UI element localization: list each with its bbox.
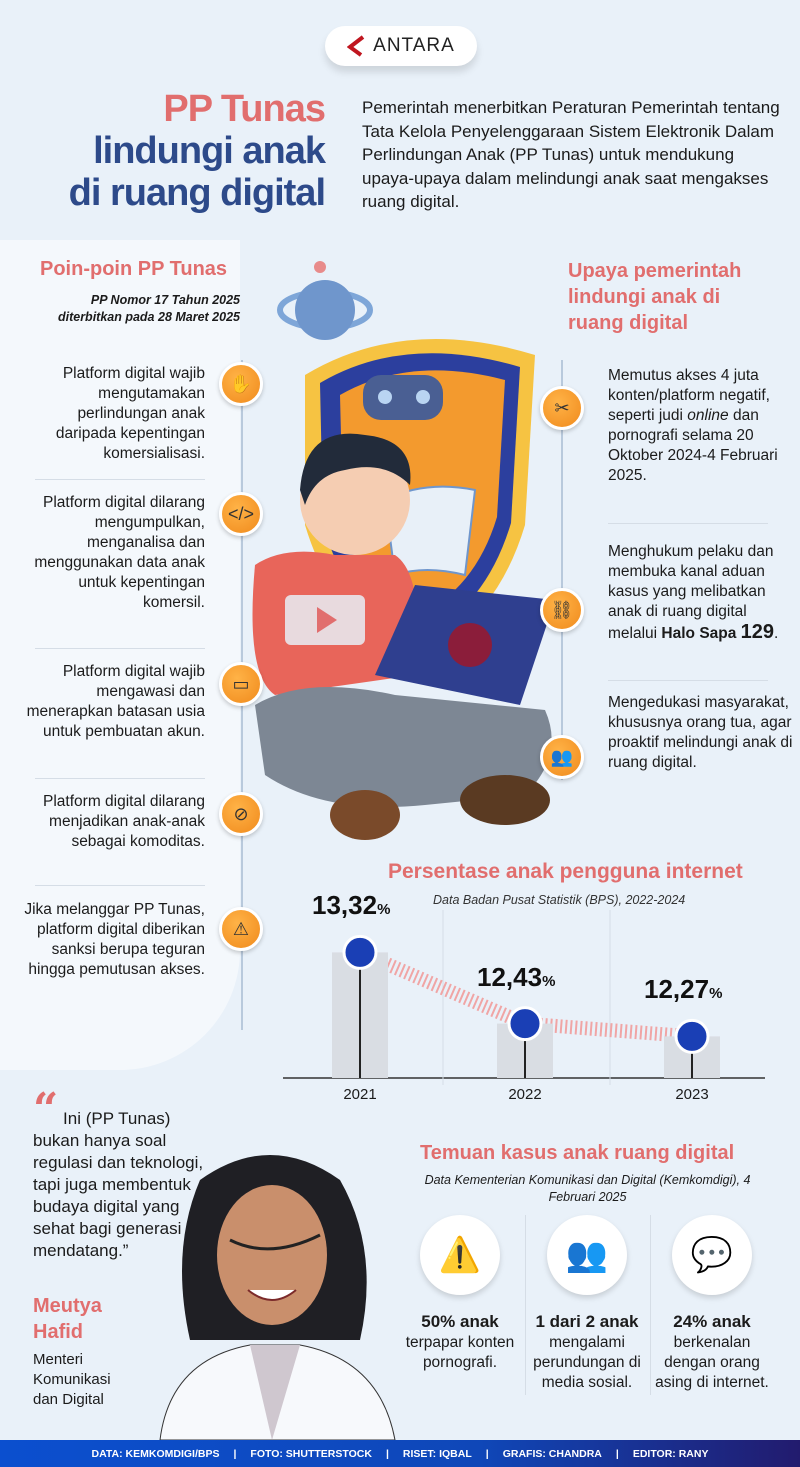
- scissors-icon: ✂: [540, 386, 584, 430]
- point-item: Platform digital wajib mengawasi dan men…: [26, 663, 205, 740]
- warning-icon: ⚠️: [420, 1215, 500, 1295]
- intro-text: Pemerintah menerbitkan Peraturan Pemerin…: [362, 98, 780, 211]
- finding-item: 24% anak berkenalan dengan orang asing di…: [653, 1312, 771, 1393]
- effort-text: Memutus akses 4 juta konten/platform neg…: [608, 367, 770, 424]
- finding-text: berkenalan dengan orang asing di interne…: [655, 1334, 769, 1391]
- divider: [525, 1215, 526, 1395]
- credit-separator: |: [615, 1447, 619, 1460]
- title-line-2: lindungi anak: [93, 130, 326, 172]
- divider: [608, 523, 768, 524]
- divider: [35, 648, 205, 649]
- data-point: [507, 1006, 543, 1042]
- chart-subtitle: Data Badan Pusat Statistik (BPS), 2022-2…: [433, 893, 686, 907]
- author-first-name: Meutya: [33, 1295, 102, 1317]
- chat-bubbles-icon: 💬: [672, 1215, 752, 1295]
- role-line: dan Digital: [33, 1391, 104, 1408]
- data-point: [342, 934, 378, 970]
- finding-stat: 24% anak: [673, 1312, 751, 1331]
- credit-separator: |: [233, 1447, 237, 1460]
- quote: “ Ini (PP Tunas) bukan hanya soal regula…: [33, 1088, 208, 1262]
- effort-text: Menghukum pelaku dan membuka kanal aduan…: [608, 543, 774, 642]
- divider: [35, 778, 205, 779]
- effort-text: .: [774, 625, 779, 642]
- credit-research: RISET: IQBAL: [402, 1447, 472, 1460]
- credit-data: DATA: KEMKOMDIGI/BPS: [91, 1447, 220, 1460]
- credit-separator: |: [485, 1447, 489, 1460]
- effort-item: Mengedukasi masyarakat, khususnya orang …: [608, 694, 793, 771]
- title-line-1: PP Tunas: [163, 88, 326, 130]
- finding-item: 1 dari 2 anak mengalami perundungan di me…: [528, 1312, 646, 1393]
- point-item: Platform digital wajib mengutamakan perl…: [55, 365, 205, 462]
- quote-mark-icon: “: [33, 1084, 59, 1135]
- point-item: Platform digital dilarang mengumpulkan, …: [34, 494, 205, 611]
- efforts-heading-line: lindungi anak di: [568, 286, 721, 308]
- child-laptop-illustration: [252, 261, 555, 840]
- point-item: Platform digital dilarang menjadikan ana…: [43, 793, 205, 850]
- warning-icon: ⚠: [219, 907, 263, 951]
- credit-editor: EDITOR: RANY: [632, 1447, 709, 1460]
- internet-usage-chart: [283, 910, 765, 1085]
- page-title: PP Tunas lindungi anak di ruang digital: [68, 88, 326, 214]
- findings-subheading: Data Kementerian Komunikasi dan Digital …: [424, 1173, 751, 1204]
- finding-item: 50% anak terpapar konten pornografi.: [401, 1312, 519, 1373]
- quote-text: Ini (PP Tunas) bukan hanya soal regulasi…: [33, 1109, 204, 1260]
- ticket-icon: ⊘: [219, 792, 263, 836]
- credit-separator: |: [385, 1447, 389, 1460]
- minister-portrait: [159, 1155, 396, 1440]
- hand-shield-icon: ✋: [219, 362, 263, 406]
- divider: [608, 680, 768, 681]
- data-label: 12,43%: [477, 961, 556, 992]
- x-tick-label: 2022: [508, 1086, 542, 1103]
- effort-item: Memutus akses 4 juta konten/platform neg…: [608, 366, 793, 486]
- parents-icon: 👥: [540, 735, 584, 779]
- findings-heading: Temuan kasus anak ruang digital: [420, 1142, 735, 1164]
- divider: [35, 885, 205, 886]
- finding-stat: 50% anak: [421, 1312, 499, 1331]
- logo-text: ANTARA: [373, 35, 455, 56]
- quote-author: Meutya Hafid: [33, 1293, 102, 1345]
- finding-text: terpapar konten pornografi.: [405, 1334, 515, 1371]
- series-line: [357, 945, 693, 1044]
- efforts-heading-line: Upaya pemerintah: [568, 260, 742, 282]
- x-tick-label: 2023: [675, 1086, 709, 1103]
- footer-credits: DATA: KEMKOMDIGI/BPS | FOTO: SHUTTERSTOC…: [0, 1440, 800, 1467]
- regulation-date: diterbitkan pada 28 Maret 2025: [57, 310, 240, 324]
- points-subheading: PP Nomor 17 Tahun 2025 diterbitkan pada …: [30, 292, 240, 326]
- hotline-name: Halo Sapa: [661, 625, 741, 642]
- credit-photo: FOTO: SHUTTERSTOCK: [250, 1447, 372, 1460]
- efforts-timeline-line: [561, 360, 563, 780]
- efforts-heading: Upaya pemerintah lindungi anak di ruang …: [568, 258, 741, 336]
- title-line-3: di ruang digital: [68, 172, 326, 214]
- effort-item: Menghukum pelaku dan membuka kanal aduan…: [608, 542, 793, 644]
- antara-logo-mark-icon: [347, 35, 365, 57]
- people-icon: 👥: [547, 1215, 627, 1295]
- divider: [650, 1215, 651, 1395]
- handcuffs-icon: ⛓: [540, 588, 584, 632]
- effort-text-em: online: [687, 407, 729, 424]
- code-window-icon: </>: [219, 492, 263, 536]
- credit-graphics: GRAFIS: CHANDRA: [502, 1447, 602, 1460]
- role-line: Menteri: [33, 1351, 84, 1368]
- data-point: [674, 1018, 710, 1054]
- author-last-name: Hafid: [33, 1321, 83, 1343]
- data-label: 13,32%: [312, 890, 391, 921]
- antara-logo: ANTARA: [325, 26, 477, 66]
- x-tick-label: 2021: [343, 1086, 377, 1103]
- chart-title: Persentase anak pengguna internet: [388, 860, 743, 883]
- divider: [35, 479, 205, 480]
- left-panel: [0, 240, 240, 1070]
- author-role: Menteri Komunikasi dan Digital: [33, 1350, 111, 1410]
- efforts-heading-line: ruang digital: [568, 312, 688, 334]
- role-line: Komunikasi: [33, 1371, 111, 1388]
- point-item: Jika melanggar PP Tunas, platform digita…: [24, 901, 205, 978]
- finding-text: mengalami perundungan di media sosial.: [533, 1334, 641, 1391]
- points-heading: Poin-poin PP Tunas: [40, 258, 228, 280]
- id-card-icon: ▭: [219, 662, 263, 706]
- finding-stat: 1 dari 2 anak: [535, 1312, 639, 1331]
- data-label: 12,27%: [644, 974, 723, 1005]
- regulation-number: PP Nomor 17 Tahun 2025: [90, 293, 240, 307]
- hotline-number: 129: [740, 621, 775, 643]
- effort-text: dan pornografi selama 20 Oktober 2024-4 …: [608, 407, 778, 484]
